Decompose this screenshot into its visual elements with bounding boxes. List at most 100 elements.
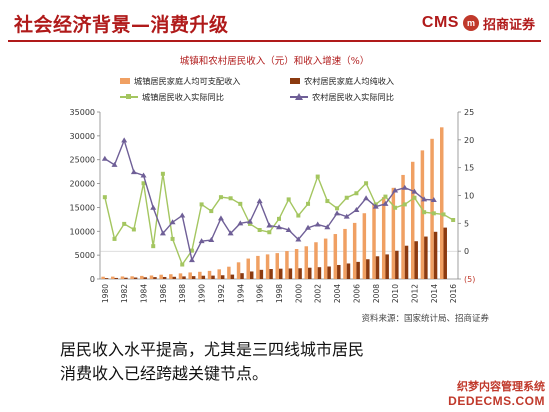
chart-legend: 城镇居民家庭人均可支配收入 农村居民家庭人均纯收入 城镇居民收入实际同比 农村居… — [120, 75, 450, 103]
x-axis-tick-label: 2008 — [372, 284, 381, 303]
x-axis-tick-label: 1998 — [275, 284, 284, 303]
point-square — [122, 221, 127, 226]
point-triangle — [130, 169, 137, 175]
legend-label-urban-income: 城镇居民家庭人均可支配收入 — [134, 76, 241, 86]
bar-urban — [410, 161, 415, 279]
legend-item-urban-growth: 城镇居民收入实际同比 — [120, 91, 280, 103]
point-triangle — [188, 257, 195, 263]
bar-rural — [240, 273, 244, 279]
caption-line-2: 消费收入已经跨越关键节点。 — [60, 364, 269, 383]
bar-rural — [433, 231, 438, 279]
left-axis-tick-label: 10000 — [70, 227, 95, 236]
bar-urban — [314, 242, 318, 279]
point-square — [209, 209, 214, 214]
right-axis-tick-label: 20 — [464, 136, 474, 145]
point-square — [402, 202, 407, 207]
point-triangle — [353, 206, 360, 212]
bar-rural — [143, 277, 148, 279]
slide-caption: 居民收入水平提高，尤其是三四线城市居民 消费收入已经跨越关键节点。 — [60, 338, 530, 386]
bar-urban — [227, 266, 231, 279]
bar-rural — [220, 275, 225, 279]
x-axis-tick-label: 2006 — [352, 284, 361, 303]
bar-rural — [327, 266, 331, 279]
point-square — [189, 248, 194, 253]
watermark-line-1: 织梦内容管理系统 — [457, 380, 545, 393]
point-square — [296, 213, 301, 218]
point-square — [218, 195, 223, 200]
bar-urban — [381, 197, 386, 279]
point-triangle — [401, 184, 408, 190]
bar-rural — [366, 259, 370, 279]
x-axis-tick-label: 1986 — [159, 284, 168, 303]
legend-item-rural-growth: 农村居民收入实际同比 — [290, 91, 450, 103]
bar-urban — [256, 255, 260, 279]
bar-rural — [162, 276, 167, 279]
point-square — [170, 236, 175, 241]
bar-rural — [414, 241, 418, 279]
bar-urban — [401, 174, 405, 279]
x-axis-tick-label: 1982 — [120, 284, 129, 303]
bar-rural — [153, 277, 157, 279]
point-square — [393, 205, 398, 210]
bar-rural — [346, 263, 351, 279]
point-square — [238, 201, 243, 206]
legend-item-urban-income: 城镇居民家庭人均可支配收入 — [120, 75, 280, 87]
point-square — [131, 227, 136, 232]
point-triangle — [295, 236, 302, 242]
point-triangle — [266, 222, 273, 228]
bar-rural — [395, 250, 399, 279]
bar-urban — [352, 222, 357, 279]
point-triangle — [101, 155, 108, 161]
legend-label-rural-income: 农村居民家庭人均纯收入 — [304, 76, 395, 86]
bar-rural — [404, 245, 409, 279]
x-axis-tick-label: 2010 — [391, 284, 400, 303]
bar-urban — [120, 276, 125, 279]
bar-urban — [420, 150, 425, 279]
point-triangle — [198, 238, 205, 244]
x-axis-tick-label: 1992 — [217, 284, 226, 303]
bar-urban — [440, 127, 444, 279]
bar-rural — [104, 278, 109, 279]
bar-urban — [343, 228, 347, 279]
bar-urban — [285, 251, 289, 279]
legend-item-rural-income: 农村居民家庭人均纯收入 — [290, 75, 450, 87]
x-axis-tick-label: 2014 — [430, 284, 439, 303]
point-triangle — [217, 215, 224, 221]
bar-urban — [275, 253, 279, 279]
title-divider — [8, 40, 541, 42]
legend-swatch-urban-line — [120, 93, 138, 101]
point-triangle — [285, 227, 292, 233]
point-square — [344, 195, 349, 200]
left-axis-tick-label: 5000 — [75, 251, 95, 260]
point-triangle — [150, 204, 157, 210]
left-axis-tick-label: 25000 — [70, 156, 95, 165]
point-square — [267, 230, 272, 235]
bar-rural — [201, 275, 206, 279]
point-triangle — [314, 221, 321, 227]
point-triangle — [421, 196, 428, 202]
point-triangle — [237, 220, 244, 226]
bar-rural — [269, 269, 273, 279]
point-triangle — [334, 210, 341, 216]
point-triangle — [363, 195, 370, 201]
bar-urban — [130, 276, 134, 279]
x-axis-tick-label: 1990 — [198, 284, 207, 303]
point-square — [422, 210, 427, 215]
bar-urban — [323, 238, 328, 279]
point-square — [364, 181, 369, 186]
bar-urban — [217, 269, 221, 279]
point-square — [325, 199, 330, 204]
legend-label-urban-growth: 城镇居民收入实际同比 — [142, 92, 224, 102]
bar-urban — [265, 254, 270, 279]
bar-urban — [140, 275, 144, 279]
bar-rural — [172, 276, 177, 279]
point-triangle — [276, 224, 282, 230]
point-triangle — [227, 230, 234, 236]
bar-urban — [111, 276, 115, 279]
legend-label-rural-growth: 农村居民收入实际同比 — [312, 92, 394, 102]
bar-rural — [191, 276, 196, 279]
point-square — [431, 211, 436, 216]
point-square — [354, 191, 359, 196]
point-square — [247, 221, 252, 226]
legend-swatch-rural-line — [290, 93, 308, 101]
